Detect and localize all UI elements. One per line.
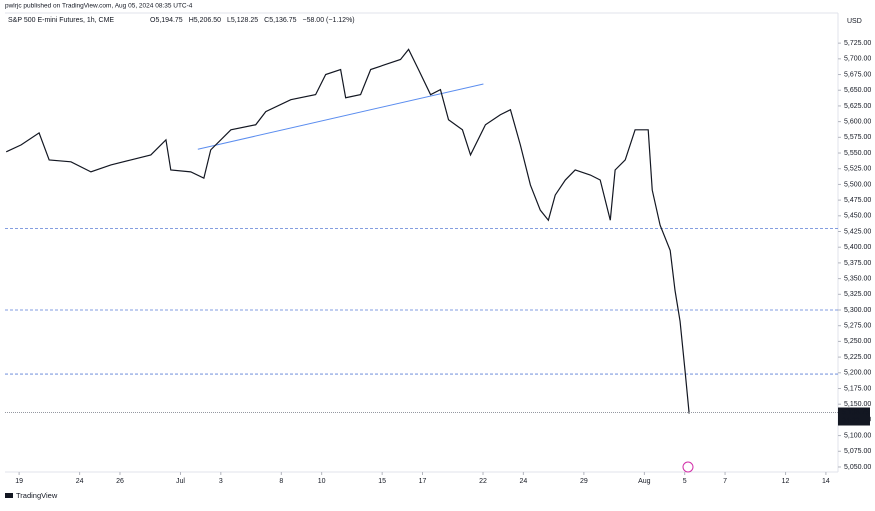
y-tick-label: 5,225.00 — [844, 354, 871, 361]
x-tick-label: 24 — [76, 478, 84, 485]
ohlc-value: H5,206.50 — [189, 17, 221, 24]
x-tick-label: 26 — [116, 478, 124, 485]
y-tick-label: 5,275.00 — [844, 323, 871, 330]
y-tick-label: 5,600.00 — [844, 118, 871, 125]
x-tick-label: 3 — [219, 478, 223, 485]
x-tick-label: Jul — [176, 478, 185, 485]
y-tick-label: 5,300.00 — [844, 307, 871, 314]
y-tick-label: 5,050.00 — [844, 464, 871, 471]
y-tick-label: 5,250.00 — [844, 338, 871, 345]
price-line — [5, 48, 690, 414]
y-tick-label: 5,625.00 — [844, 103, 871, 110]
last-price-label: 5,136.75 — [842, 409, 869, 416]
x-tick-label: 8 — [279, 478, 283, 485]
x-tick-label: 17 — [419, 478, 427, 485]
y-tick-label: 5,325.00 — [844, 291, 871, 298]
x-tick-label: 5 — [683, 478, 687, 485]
y-tick-label: 5,725.00 — [844, 40, 871, 47]
y-tick-label: 5,100.00 — [844, 432, 871, 439]
y-tick-label: 5,350.00 — [844, 275, 871, 282]
x-tick-label: 7 — [723, 478, 727, 485]
y-tick-label: 5,425.00 — [844, 228, 871, 235]
x-tick-label: 10 — [318, 478, 326, 485]
y-tick-label: 5,700.00 — [844, 56, 871, 63]
ohlc-value: −58.00 (−1.12%) — [302, 17, 354, 24]
ohlc-value: L5,128.25 — [227, 17, 258, 24]
x-tick-label: 22 — [479, 478, 487, 485]
x-tick-label: 24 — [519, 478, 527, 485]
y-tick-label: 5,075.00 — [844, 448, 871, 455]
y-tick-label: 5,475.00 — [844, 197, 871, 204]
y-tick-label: 5,500.00 — [844, 181, 871, 188]
trendline — [197, 83, 484, 150]
ohlc-value: O5,194.75 — [150, 17, 183, 24]
y-tick-label: 5,450.00 — [844, 213, 871, 220]
x-tick-label: 19 — [15, 478, 23, 485]
y-tick-label: 5,400.00 — [844, 244, 871, 251]
x-tick-label: Aug — [638, 478, 651, 485]
logo: TradingView — [5, 491, 58, 500]
x-tick-label: 14 — [822, 478, 830, 485]
currency: USD — [847, 18, 862, 25]
y-tick-label: 5,675.00 — [844, 71, 871, 78]
last-price-box — [838, 407, 870, 426]
countdown: 34:22 — [842, 417, 860, 424]
event-icon[interactable] — [682, 461, 694, 473]
x-tick-label: 12 — [782, 478, 790, 485]
x-tick-label: 15 — [378, 478, 386, 485]
y-tick-label: 5,525.00 — [844, 166, 871, 173]
y-tick-label: 5,375.00 — [844, 260, 871, 267]
publisher-header: pwlrjc published on TradingView.com, Aug… — [5, 3, 193, 10]
y-tick-label: 5,150.00 — [844, 401, 871, 408]
y-tick-label: 5,650.00 — [844, 87, 871, 94]
brand: TradingView — [16, 491, 58, 500]
y-tick-label: 5,200.00 — [844, 370, 871, 377]
logo-mark — [5, 493, 13, 498]
instrument-title: S&P 500 E-mini Futures, 1h, CME — [8, 17, 114, 24]
y-tick-label: 5,550.00 — [844, 150, 871, 157]
y-tick-label: 5,175.00 — [844, 385, 871, 392]
y-tick-label: 5,575.00 — [844, 134, 871, 141]
x-tick-label: 29 — [580, 478, 588, 485]
ohlc-value: C5,136.75 — [264, 17, 296, 24]
